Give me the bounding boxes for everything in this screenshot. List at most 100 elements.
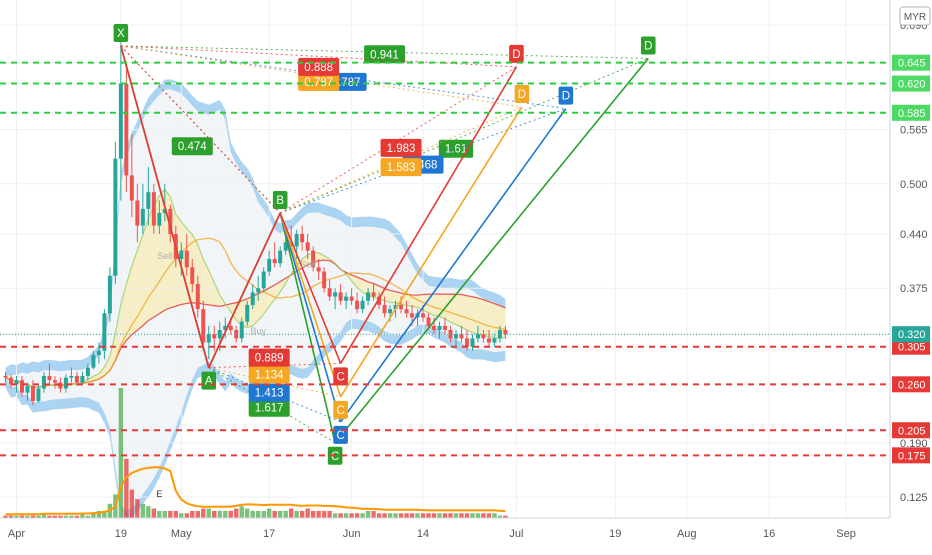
candle xyxy=(333,288,338,310)
candle xyxy=(382,296,387,318)
volume-bar xyxy=(85,515,91,518)
candle-body xyxy=(3,375,8,378)
pattern-leg xyxy=(279,212,342,423)
volume-bar xyxy=(393,513,398,518)
pattern-point-d[interactable]: D xyxy=(640,36,656,55)
pattern-ratio-label[interactable]: 0.888 xyxy=(298,57,340,76)
pattern-point-d[interactable]: D xyxy=(509,44,524,63)
candle-body xyxy=(124,83,129,176)
candle-body xyxy=(432,325,437,331)
volume-bar xyxy=(36,515,41,518)
candle xyxy=(102,309,107,360)
pattern-ratio-label-box xyxy=(364,45,406,64)
price-line-tag[interactable]: 0.205 xyxy=(892,422,930,439)
volume-bar xyxy=(288,508,294,518)
candle xyxy=(113,142,118,285)
pattern-point-c[interactable]: C xyxy=(333,400,348,419)
candle xyxy=(157,200,162,234)
x-tick-label: 16 xyxy=(763,528,775,540)
price-line-tag-text: 0.645 xyxy=(898,58,926,70)
horizontal-price-lines[interactable] xyxy=(0,61,890,457)
candle-body xyxy=(256,288,261,293)
volume-bar xyxy=(437,513,442,518)
pattern-point-a[interactable]: A xyxy=(201,371,217,390)
pattern-ratio-label-text: 0.888 xyxy=(304,62,333,74)
price-line-tag-text: 0.260 xyxy=(898,379,926,391)
volume-bar xyxy=(338,513,343,518)
volume-bar xyxy=(41,513,47,518)
candle-body xyxy=(135,200,140,226)
price-line-tag-text: 0.205 xyxy=(898,425,926,437)
candle-body xyxy=(459,334,464,339)
pattern-point-c[interactable]: C xyxy=(333,367,348,386)
pattern-ratio-label[interactable]: 1.617 xyxy=(248,398,290,417)
pattern-ratio-label[interactable]: 1.983 xyxy=(380,138,422,157)
volume-bar xyxy=(492,513,497,518)
currency-button[interactable]: MYR xyxy=(899,6,931,26)
price-line-tag[interactable]: 0.305 xyxy=(892,338,930,355)
candle-body xyxy=(349,296,354,301)
volume-bar xyxy=(470,513,475,518)
volume-bar xyxy=(173,510,179,518)
pattern-point-c-text: C xyxy=(336,430,344,442)
price-line-tag[interactable]: 0.175 xyxy=(892,447,930,464)
volume-bar xyxy=(316,510,321,518)
pattern-ratio-label[interactable]: 0.787 xyxy=(298,72,340,91)
candlestick-series xyxy=(3,41,508,406)
volume-bar xyxy=(47,515,52,518)
pattern-point-b[interactable]: B xyxy=(272,191,288,210)
pattern-point-d[interactable]: D xyxy=(558,86,574,105)
volume-bar xyxy=(118,388,124,518)
pattern-ratio-label-box xyxy=(380,138,422,157)
candle-body xyxy=(327,288,332,297)
candle xyxy=(190,259,195,293)
pattern-point-c[interactable]: C xyxy=(333,425,348,444)
pattern-ratio-line xyxy=(120,45,281,214)
candle-body xyxy=(245,304,250,322)
last-price-tag[interactable]: 0.320 xyxy=(892,326,930,343)
price-line-tag[interactable]: 0.620 xyxy=(892,75,930,92)
pattern-point-d[interactable]: D xyxy=(514,84,530,103)
x-tick-label: 19 xyxy=(609,528,621,540)
candle-body xyxy=(96,350,101,356)
candle-body xyxy=(184,250,189,268)
candle xyxy=(135,183,140,243)
candle-body xyxy=(360,300,365,310)
x-axis[interactable]: Apr 19 May 17 Jun 14 Jul 19 Aug 16 Sep xyxy=(0,517,932,550)
y-axis[interactable]: 0.125 0.190 0.320 0.375 0.440 0.500 0.565 0.620… xyxy=(889,0,932,550)
volume-bar xyxy=(201,508,206,518)
pattern-ratio-label[interactable]: 1.413 xyxy=(248,383,290,402)
pattern-ratio-label[interactable]: 1.134 xyxy=(248,365,290,384)
candle-body xyxy=(52,380,57,383)
currency-label: MYR xyxy=(904,12,926,23)
candle-body xyxy=(41,375,46,389)
pattern-point-c-box xyxy=(333,367,348,386)
candle-body xyxy=(278,250,283,264)
pattern-point-x[interactable]: X xyxy=(113,23,129,42)
candle xyxy=(124,66,129,193)
candle xyxy=(19,375,24,397)
x-tick-label: Sep xyxy=(836,528,856,540)
pattern-ratio-label[interactable]: 0.474 xyxy=(171,137,213,156)
pattern-ratio-label[interactable]: 0.889 xyxy=(248,348,290,367)
pattern-leg xyxy=(279,212,342,364)
candle-body xyxy=(355,300,360,310)
volume-bar xyxy=(497,515,503,518)
pattern-ratio-label[interactable]: 0.941 xyxy=(364,45,406,64)
price-line-tag[interactable]: 0.585 xyxy=(892,104,930,121)
pattern-ratio-label[interactable]: 1.583 xyxy=(380,158,422,177)
candle-body xyxy=(107,275,112,314)
price-line-tag[interactable]: 0.260 xyxy=(892,376,930,393)
candle-body xyxy=(129,175,134,201)
candle-body xyxy=(475,334,480,339)
price-line-tag[interactable]: 0.645 xyxy=(892,54,930,71)
candle xyxy=(69,367,74,383)
pattern-leg xyxy=(339,66,518,364)
volume-bar xyxy=(228,510,233,518)
candle xyxy=(377,292,382,310)
pattern-ratio-label-text: 1.983 xyxy=(387,143,416,155)
volume-bar xyxy=(371,510,376,518)
